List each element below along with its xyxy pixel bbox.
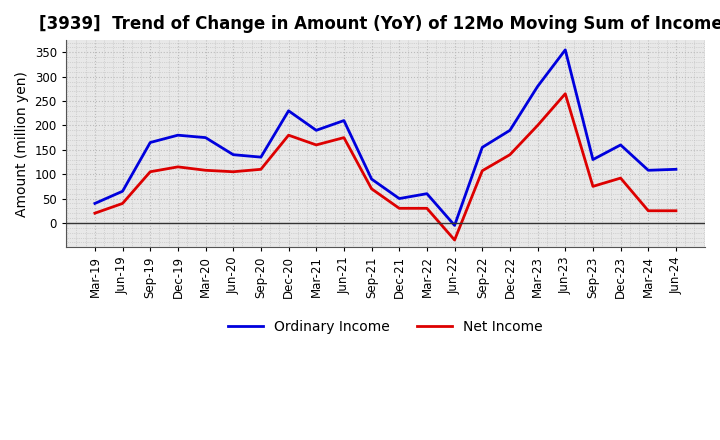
Ordinary Income [423,191,431,196]
Ordinary Income [561,47,570,52]
Net Income [395,205,404,211]
Net Income [367,186,376,191]
Ordinary Income [202,135,210,140]
Net Income [118,201,127,206]
Ordinary Income [367,176,376,182]
Net Income [202,168,210,173]
Ordinary Income [284,108,293,114]
Net Income [423,205,431,211]
Net Income [561,91,570,96]
Net Income [450,237,459,242]
Net Income [589,184,598,189]
Net Income [312,142,320,147]
Net Income [616,176,625,181]
Net Income [505,152,514,158]
Title: [3939]  Trend of Change in Amount (YoY) of 12Mo Moving Sum of Incomes: [3939] Trend of Change in Amount (YoY) o… [39,15,720,33]
Ordinary Income [229,152,238,158]
Ordinary Income [478,145,487,150]
Net Income [644,208,652,213]
Y-axis label: Amount (million yen): Amount (million yen) [15,71,29,216]
Ordinary Income [340,118,348,123]
Net Income [229,169,238,174]
Net Income [256,167,265,172]
Ordinary Income [395,196,404,201]
Ordinary Income [534,84,542,89]
Net Income [672,208,680,213]
Line: Ordinary Income: Ordinary Income [95,50,676,225]
Net Income [174,164,182,169]
Ordinary Income [450,223,459,228]
Net Income [284,132,293,138]
Net Income [146,169,155,174]
Ordinary Income [672,167,680,172]
Ordinary Income [256,154,265,160]
Ordinary Income [118,189,127,194]
Ordinary Income [91,201,99,206]
Ordinary Income [644,168,652,173]
Ordinary Income [616,142,625,147]
Net Income [534,123,542,128]
Ordinary Income [589,157,598,162]
Line: Net Income: Net Income [95,94,676,240]
Net Income [340,135,348,140]
Ordinary Income [505,128,514,133]
Net Income [478,168,487,173]
Ordinary Income [312,128,320,133]
Ordinary Income [146,140,155,145]
Ordinary Income [174,132,182,138]
Net Income [91,211,99,216]
Legend: Ordinary Income, Net Income: Ordinary Income, Net Income [222,315,549,340]
